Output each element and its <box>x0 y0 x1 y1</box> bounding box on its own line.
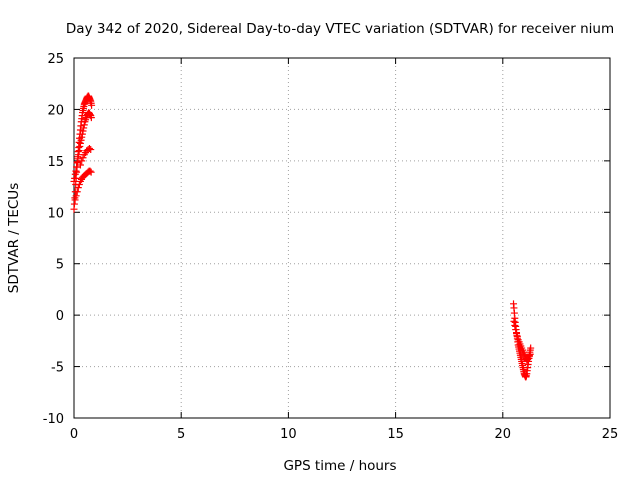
data-point <box>75 181 83 189</box>
data-point <box>510 317 518 325</box>
y-tick-label: -10 <box>43 412 64 427</box>
data-point <box>74 184 82 192</box>
data-point <box>79 127 87 135</box>
data-point <box>74 155 82 163</box>
y-tick-label: -5 <box>51 361 64 376</box>
data-point <box>70 177 78 185</box>
data-point <box>513 333 521 341</box>
x-tick-label: 25 <box>602 427 619 442</box>
y-tick-label: 15 <box>47 155 64 170</box>
y-axis-label: SDTVAR / TECUs <box>6 183 22 293</box>
x-tick-labels: 0 5 10 15 20 25 <box>70 427 618 442</box>
data-point <box>77 136 85 144</box>
data-point <box>85 145 93 153</box>
x-tick-label: 20 <box>495 427 512 442</box>
data-point <box>79 154 87 162</box>
data-point <box>71 170 79 178</box>
data-point <box>512 326 520 334</box>
x-tick-label: 5 <box>177 427 185 442</box>
y-tick-labels: -10 -5 0 5 10 15 20 25 <box>43 52 64 427</box>
data-point <box>80 121 88 129</box>
data-point <box>76 139 84 147</box>
x-tick-label: 0 <box>70 427 78 442</box>
data-point <box>73 163 81 171</box>
y-tick-label: 10 <box>47 206 64 221</box>
data-point <box>71 196 79 204</box>
data-point <box>86 167 94 175</box>
data-point <box>80 124 88 132</box>
data-point <box>527 344 535 352</box>
chart-title: Day 342 of 2020, Sidereal Day-to-day VTE… <box>66 21 614 37</box>
data-point <box>78 133 86 141</box>
data-point <box>73 188 81 196</box>
data-point <box>88 101 96 109</box>
data-point <box>71 174 79 182</box>
y-tick-label: 5 <box>56 258 64 273</box>
axis-ticks <box>73 57 611 419</box>
y-tick-label: 25 <box>47 52 64 67</box>
data-point <box>87 168 95 176</box>
grid-lines <box>74 58 610 418</box>
x-tick-label: 10 <box>280 427 297 442</box>
data-point <box>72 192 80 200</box>
data-point <box>86 111 94 119</box>
data-point <box>75 147 83 155</box>
data-point <box>526 350 534 358</box>
y-tick-label: 20 <box>47 103 64 118</box>
data-point <box>76 161 84 169</box>
data-point <box>87 146 95 154</box>
data-point <box>72 167 80 175</box>
data-points <box>70 92 535 381</box>
data-point <box>78 157 86 165</box>
data-point <box>87 114 95 122</box>
y-tick-label: 0 <box>56 309 64 324</box>
data-point <box>78 130 86 138</box>
data-point <box>513 330 521 338</box>
x-tick-label: 15 <box>387 427 404 442</box>
plot-frame <box>73 57 611 419</box>
data-point <box>76 142 84 150</box>
x-axis-label: GPS time / hours <box>283 458 396 474</box>
data-point <box>70 200 78 208</box>
data-point <box>511 321 519 329</box>
data-point <box>524 355 532 363</box>
